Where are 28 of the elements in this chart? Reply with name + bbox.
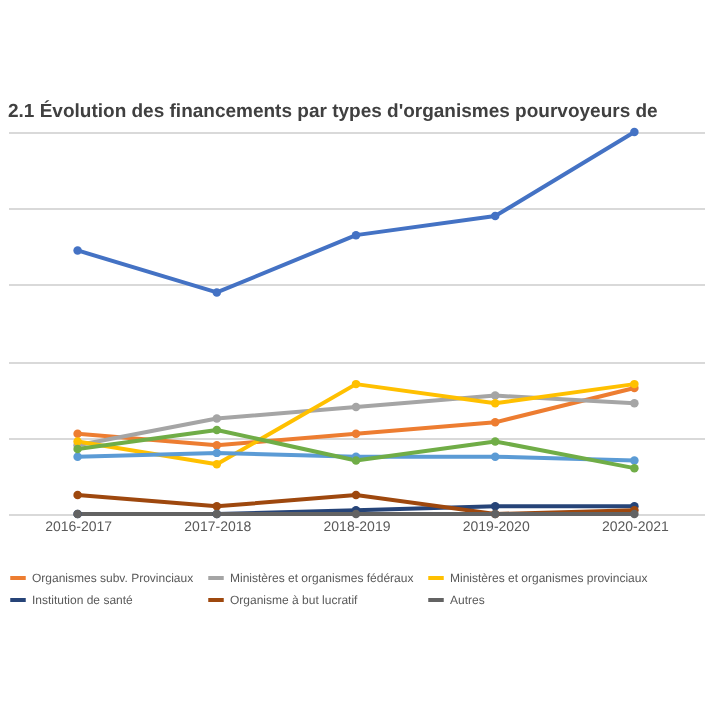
point [73,429,82,439]
point [490,398,500,408]
point [630,463,639,473]
point [212,441,222,450]
point [212,502,222,511]
point [351,379,361,389]
point [630,456,639,465]
point [212,414,222,423]
point [490,211,500,221]
point [212,288,222,297]
point [490,437,500,446]
point [490,452,500,461]
point [351,402,361,412]
chart-title: 2.1 Évolution des financements par types d'organismes pourvoyeurs de [8,98,658,123]
point [630,127,639,137]
point [212,448,222,458]
point [351,490,361,500]
point [351,230,361,240]
point [212,460,222,469]
point [490,418,500,427]
point [73,452,82,461]
point [73,490,82,500]
point [490,391,500,400]
point [630,398,639,408]
point [490,502,500,511]
point [73,246,82,255]
point [351,429,361,439]
point [212,425,222,435]
